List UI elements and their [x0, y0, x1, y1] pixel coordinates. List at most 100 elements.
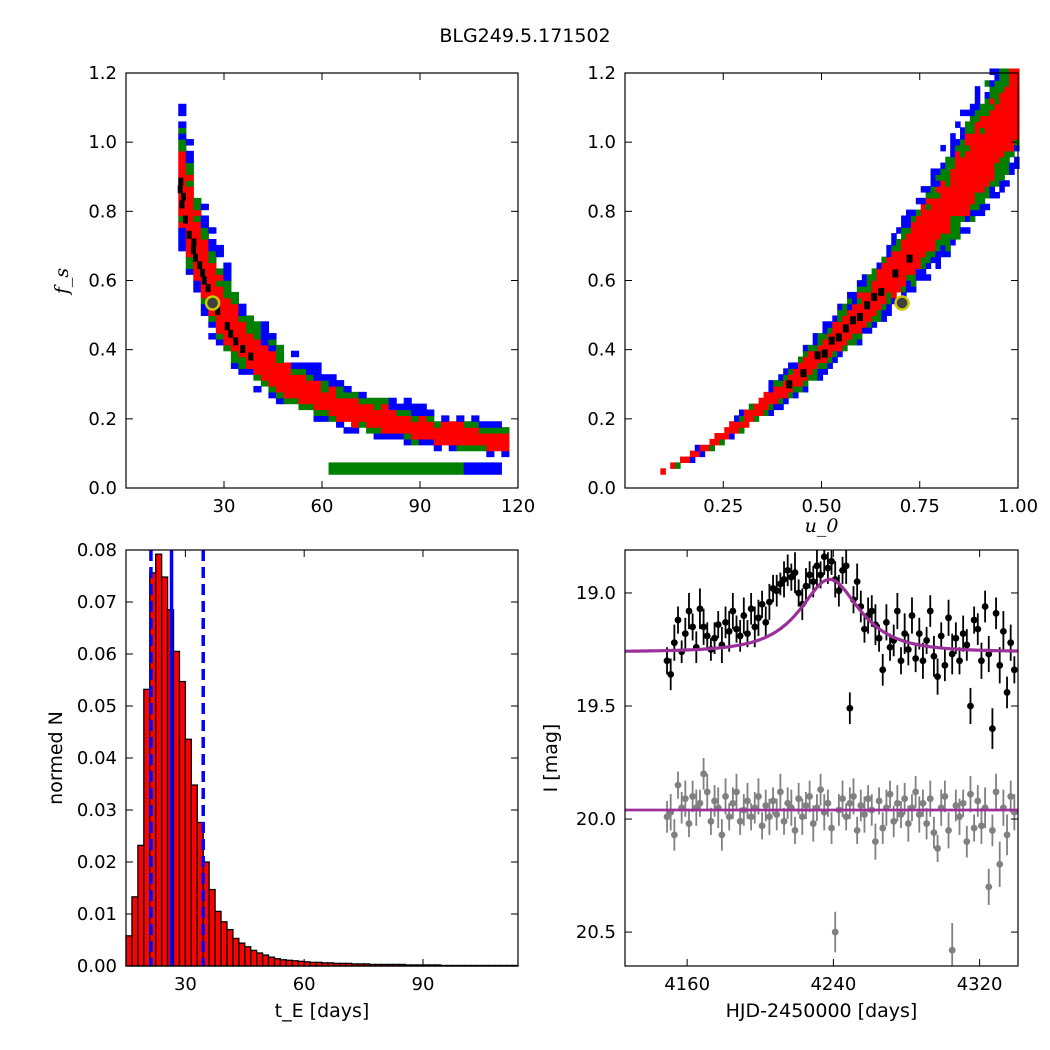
heatmap-cell-blue: [989, 68, 996, 75]
heatmap-cell-blue: [260, 333, 270, 340]
data-point: [758, 822, 766, 830]
heatmap-cell-blue: [837, 303, 843, 311]
heatmap-cell-red: [783, 380, 789, 387]
heatmap-cell-red: [758, 409, 765, 416]
data-point: [795, 795, 803, 803]
heatmap-cell-blue: [313, 362, 322, 369]
data-point: [930, 652, 938, 660]
heatmap-cell-red: [290, 380, 300, 387]
heatmap-cell-green: [411, 438, 420, 446]
heatmap-cell-black: [800, 369, 807, 378]
heatmap-cell: [366, 462, 375, 469]
heatmap-cell: [463, 462, 472, 469]
heatmap-cell-blue: [215, 338, 224, 346]
heatmap-cell-red: [773, 391, 779, 399]
histogram-bar: [250, 949, 258, 967]
heatmap-cell-red: [866, 309, 873, 317]
data-point: [729, 799, 737, 807]
heatmap-cell-red: [837, 338, 843, 346]
heatmap-cell-green: [373, 397, 382, 405]
heatmap-cell-red: [955, 203, 961, 211]
heatmap-cell: [396, 462, 405, 469]
heatmap-cell-green: [974, 115, 981, 123]
heatmap-cell-green: [738, 415, 745, 422]
heatmap-cell: [373, 462, 382, 469]
data-point: [842, 813, 850, 821]
data-point: [795, 589, 803, 597]
heatmap-cell-red: [925, 215, 932, 222]
heatmap-cell-red: [964, 162, 971, 170]
data-point: [703, 632, 711, 640]
heatmap-cell-green: [230, 350, 239, 358]
heatmap-cell-red: [493, 444, 502, 452]
heatmap-cell-green: [940, 168, 946, 175]
heatmap-cell-green: [999, 168, 1005, 175]
data-point: [879, 824, 887, 832]
heatmap-cell-red: [245, 338, 254, 346]
x-tick-label: 30: [174, 974, 197, 995]
heatmap-cell-red: [886, 268, 892, 275]
heatmap-cell-red: [915, 244, 922, 252]
heatmap-cell-red: [876, 303, 883, 311]
heatmap-cell-green: [999, 80, 1005, 87]
heatmap-cell-red: [999, 121, 1005, 128]
heatmap-cell-blue: [215, 244, 224, 252]
heatmap-cell-red: [343, 397, 352, 405]
heatmap-cell-red: [964, 150, 971, 158]
data-points: [663, 550, 1018, 749]
heatmap-cell-red: [930, 215, 937, 222]
heatmap-cell-green: [238, 362, 247, 369]
heatmap-cell-red: [979, 156, 986, 164]
heatmap-cell-red: [298, 391, 307, 399]
y-tick-label: 0.8: [587, 201, 616, 222]
data-point: [861, 811, 868, 818]
data-point: [747, 605, 755, 613]
heatmap-cell-red: [969, 191, 976, 199]
data-point: [780, 575, 788, 583]
data-point: [740, 612, 748, 619]
data-point: [755, 793, 762, 800]
heatmap-cell-red: [910, 268, 917, 275]
heatmap-cell-red: [935, 221, 941, 228]
data-point: [978, 822, 985, 830]
heatmap-cell-red: [940, 197, 946, 205]
heatmap-cell-green: [856, 286, 863, 293]
heatmap-cell-red: [905, 233, 912, 240]
heatmap-cell-red: [463, 433, 472, 440]
heatmap-cell-green: [275, 391, 285, 399]
heatmap-cell-red: [856, 321, 863, 328]
heatmap-cell-red: [812, 362, 819, 369]
heatmap-cell-red: [974, 150, 981, 158]
heatmap-cell-red: [989, 133, 996, 140]
heatmap-cell-red: [920, 203, 927, 211]
heatmap-cell-blue: [955, 121, 961, 128]
heatmap-cell-red: [441, 427, 450, 434]
heatmap-cell-blue: [193, 280, 202, 287]
data-point: [853, 578, 861, 586]
histogram-bar: [190, 784, 198, 967]
heatmap-cell-green: [896, 239, 902, 246]
heatmap-cell-black: [786, 380, 793, 389]
heatmap-cell-green: [817, 338, 824, 346]
heatmap-cell-blue: [178, 244, 187, 252]
heatmap-cell-red: [1009, 97, 1015, 105]
heatmap-cell-red: [471, 427, 480, 434]
heatmap-cell-green: [215, 280, 224, 287]
heatmap-cell-red: [999, 139, 1005, 146]
data-point: [762, 618, 770, 626]
heatmap-cell: [343, 462, 352, 469]
heatmap-cell-blue: [699, 450, 706, 458]
heatmap-cell-blue: [925, 186, 932, 193]
heatmap-cell-red: [486, 433, 495, 440]
heatmap-cell-red: [396, 415, 405, 422]
data-point: [773, 587, 781, 595]
heatmap-cell-red: [832, 321, 838, 328]
heatmap-cell-red: [193, 244, 202, 252]
heatmap-cell-green: [930, 250, 937, 258]
heatmap-cell-red: [426, 421, 435, 428]
heatmap-cell-red: [905, 239, 912, 246]
heatmap-cell-red: [945, 203, 951, 211]
data-point: [776, 580, 784, 588]
data-point: [784, 566, 792, 574]
data-point: [886, 643, 894, 651]
